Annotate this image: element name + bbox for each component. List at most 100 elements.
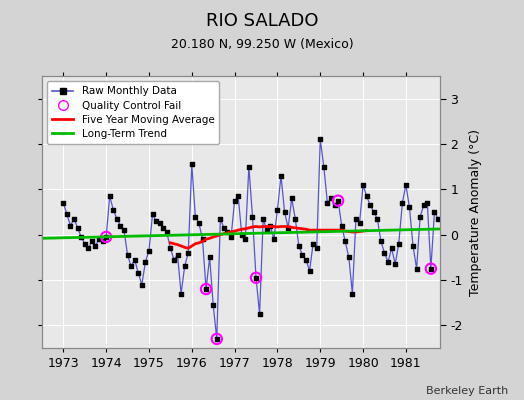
Point bbox=[248, 213, 257, 220]
Point bbox=[166, 245, 174, 252]
Point bbox=[312, 245, 321, 252]
Point bbox=[116, 222, 125, 229]
Point bbox=[391, 261, 399, 267]
Point bbox=[320, 164, 328, 170]
Point bbox=[330, 202, 339, 208]
Point bbox=[227, 234, 235, 240]
Text: 20.180 N, 99.250 W (Mexico): 20.180 N, 99.250 W (Mexico) bbox=[171, 38, 353, 51]
Point bbox=[412, 266, 421, 272]
Point bbox=[99, 238, 107, 245]
Point bbox=[359, 182, 367, 188]
Point bbox=[255, 311, 264, 317]
Point bbox=[102, 234, 111, 240]
Point bbox=[273, 206, 281, 213]
Point bbox=[316, 136, 324, 143]
Point bbox=[173, 252, 182, 258]
Point bbox=[345, 254, 353, 260]
Point bbox=[369, 209, 378, 215]
Point bbox=[148, 211, 157, 218]
Text: RIO SALADO: RIO SALADO bbox=[206, 12, 318, 30]
Point bbox=[191, 213, 200, 220]
Point bbox=[373, 216, 381, 222]
Text: Berkeley Earth: Berkeley Earth bbox=[426, 386, 508, 396]
Point bbox=[263, 227, 271, 233]
Point bbox=[141, 259, 150, 265]
Point bbox=[180, 263, 189, 270]
Point bbox=[395, 240, 403, 247]
Point bbox=[70, 216, 78, 222]
Point bbox=[130, 256, 139, 263]
Point bbox=[323, 200, 332, 206]
Point bbox=[223, 229, 232, 236]
Point bbox=[162, 229, 171, 236]
Point bbox=[302, 256, 310, 263]
Point bbox=[387, 245, 396, 252]
Point bbox=[270, 236, 278, 242]
Point bbox=[288, 195, 296, 202]
Point bbox=[159, 225, 168, 231]
Point bbox=[198, 236, 206, 242]
Point bbox=[416, 213, 424, 220]
Point bbox=[84, 245, 93, 252]
Point bbox=[384, 259, 392, 265]
Point bbox=[88, 238, 96, 245]
Point bbox=[327, 195, 335, 202]
Point bbox=[177, 290, 185, 297]
Point bbox=[277, 172, 285, 179]
Point bbox=[113, 216, 121, 222]
Point bbox=[305, 268, 314, 274]
Point bbox=[420, 202, 428, 208]
Point bbox=[280, 209, 289, 215]
Point bbox=[352, 216, 360, 222]
Point bbox=[355, 220, 364, 226]
Point bbox=[237, 232, 246, 238]
Point bbox=[213, 336, 221, 342]
Point bbox=[156, 220, 164, 226]
Point bbox=[380, 250, 389, 256]
Point bbox=[334, 198, 342, 204]
Point bbox=[105, 193, 114, 199]
Point bbox=[67, 222, 75, 229]
Point bbox=[202, 286, 210, 292]
Point bbox=[377, 238, 385, 245]
Point bbox=[337, 222, 346, 229]
Point bbox=[245, 164, 253, 170]
Point bbox=[363, 193, 371, 199]
Point bbox=[81, 240, 89, 247]
Point bbox=[252, 274, 260, 281]
Point bbox=[184, 250, 192, 256]
Point bbox=[341, 238, 350, 245]
Point bbox=[91, 243, 100, 249]
Point bbox=[73, 225, 82, 231]
Point bbox=[405, 204, 413, 211]
Point bbox=[59, 200, 68, 206]
Point bbox=[234, 193, 243, 199]
Point bbox=[266, 222, 275, 229]
Point bbox=[259, 216, 267, 222]
Point bbox=[427, 266, 435, 272]
Point bbox=[138, 281, 146, 288]
Point bbox=[427, 266, 435, 272]
Point bbox=[188, 161, 196, 168]
Point bbox=[195, 220, 203, 226]
Point bbox=[134, 270, 143, 276]
Point bbox=[205, 254, 214, 260]
Y-axis label: Temperature Anomaly (°C): Temperature Anomaly (°C) bbox=[468, 128, 482, 296]
Point bbox=[366, 202, 375, 208]
Point bbox=[291, 216, 300, 222]
Point bbox=[213, 336, 221, 342]
Point bbox=[202, 286, 210, 292]
Point bbox=[109, 206, 117, 213]
Point bbox=[102, 234, 111, 240]
Point bbox=[402, 182, 410, 188]
Point bbox=[63, 211, 71, 218]
Point bbox=[241, 236, 249, 242]
Point bbox=[77, 234, 85, 240]
Point bbox=[423, 200, 431, 206]
Point bbox=[231, 198, 239, 204]
Point bbox=[309, 240, 318, 247]
Point bbox=[95, 236, 103, 242]
Point bbox=[170, 256, 178, 263]
Point bbox=[334, 198, 342, 204]
Point bbox=[152, 218, 160, 224]
